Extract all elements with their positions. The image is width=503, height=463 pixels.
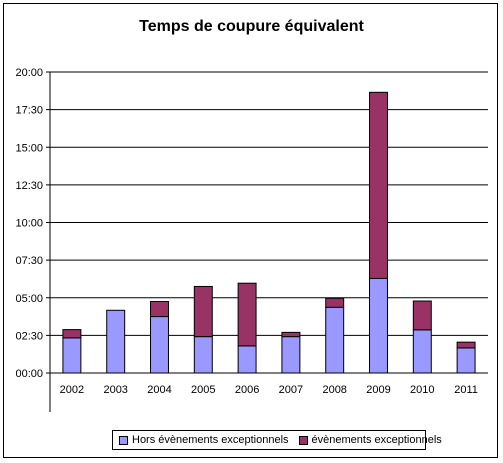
x-tick-label: 2007 xyxy=(279,384,303,396)
bar-exceptionnels-2009 xyxy=(369,91,388,279)
y-tick-label: 20:00 xyxy=(15,67,43,79)
bar-exceptionnels-2010 xyxy=(412,300,432,331)
legend: Hors évènements exceptionnels évènements… xyxy=(112,430,442,450)
legend-label-hors: Hors évènements exceptionnels xyxy=(132,434,289,446)
bar-hors-2003 xyxy=(106,309,126,374)
bar-exceptionnels-2011 xyxy=(456,341,476,349)
y-tick-label: 12:30 xyxy=(15,180,43,192)
chart-frame xyxy=(3,3,498,458)
y-tick-label: 17:30 xyxy=(15,105,43,117)
bar-exceptionnels-2004 xyxy=(150,301,169,318)
x-tick-label: 2004 xyxy=(147,384,171,396)
y-tick-label: 00:00 xyxy=(15,368,43,380)
bar-hors-2007 xyxy=(281,336,301,374)
y-tick-label: 10:00 xyxy=(15,218,43,230)
legend-label-exceptionnels: évènements exceptionnels xyxy=(311,434,442,446)
bar-exceptionnels-2005 xyxy=(193,285,213,338)
x-tick-label: 2002 xyxy=(60,384,84,396)
legend-item-hors: Hors évènements exceptionnels xyxy=(119,434,289,446)
bar-hors-2008 xyxy=(325,306,345,374)
bar-exceptionnels-2007 xyxy=(281,331,301,338)
bar-hors-2009 xyxy=(369,277,388,374)
bar-hors-2010 xyxy=(412,329,432,374)
x-tick-label: 2003 xyxy=(103,384,127,396)
x-tick-label: 2005 xyxy=(191,384,215,396)
y-tick-label: 05:00 xyxy=(15,293,43,305)
bar-hors-2006 xyxy=(237,345,257,374)
bar-exceptionnels-2002 xyxy=(62,329,82,339)
y-tick-label: 15:00 xyxy=(15,142,43,154)
bar-hors-2005 xyxy=(193,336,213,374)
y-tick-label: 02:30 xyxy=(15,330,43,342)
chart-title: Temps de coupure équivalent xyxy=(139,18,364,35)
x-tick-label: 2010 xyxy=(410,384,434,396)
x-tick-label: 2008 xyxy=(322,384,346,396)
bar-exceptionnels-2008 xyxy=(325,297,345,308)
x-tick-label: 2006 xyxy=(235,384,259,396)
x-tick-label: 2009 xyxy=(366,384,390,396)
chart-svg: 00:00 02:30 05:00 07:30 10:00 12:30 15:00 17:30… xyxy=(15,67,488,412)
y-tick-label: 07:30 xyxy=(15,255,43,267)
bar-hors-2011 xyxy=(456,347,476,374)
legend-item-exceptionnels: évènements exceptionnels xyxy=(298,434,442,446)
legend-swatch-exceptionnels xyxy=(298,435,308,445)
bar-exceptionnels-2006 xyxy=(237,282,257,347)
x-tick-label: 2011 xyxy=(454,384,478,396)
legend-swatch-hors xyxy=(119,435,128,445)
bar-hors-2002 xyxy=(62,337,82,374)
bar-hors-2004 xyxy=(150,316,169,374)
